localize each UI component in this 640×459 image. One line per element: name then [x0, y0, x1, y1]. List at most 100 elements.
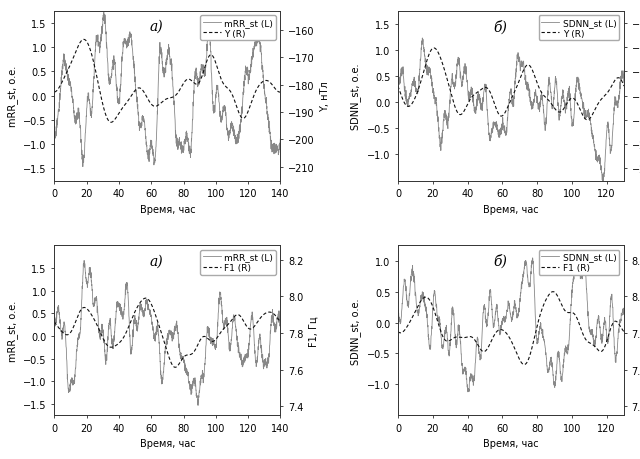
F1 (R): [106, 344, 113, 350]
SDNN_st (L): [399, 67, 406, 73]
Y (R): [108, 120, 115, 126]
Y (R): [399, 97, 406, 103]
SDNN_st (L): [399, 298, 406, 303]
SDNN_st (L): [620, 308, 628, 313]
F1 (R): [620, 329, 628, 335]
Y-axis label: F1, Гц: F1, Гц: [309, 315, 319, 346]
mRR_st (L): [194, 403, 202, 408]
Y (R): [534, 84, 542, 89]
F1 (R): [534, 320, 542, 325]
Y-axis label: Y, нТл: Y, нТл: [320, 81, 330, 112]
SDNN_st (L): [534, 337, 542, 343]
SDNN_st (L): [534, 107, 542, 112]
SDNN_st (L): [596, 158, 604, 164]
Legend: mRR_st (L), F1 (R): mRR_st (L), F1 (R): [200, 250, 276, 275]
Text: б): б): [493, 254, 507, 269]
Text: б): б): [493, 20, 507, 34]
Text: а): а): [149, 254, 163, 268]
F1 (R): [396, 330, 404, 336]
Legend: SDNN_st (L), Y (R): SDNN_st (L), Y (R): [539, 16, 620, 41]
Y (R): [234, 109, 242, 114]
Y (R): [51, 90, 58, 95]
mRR_st (L): [273, 315, 281, 321]
Y (R): [170, 95, 177, 101]
X-axis label: Время, час: Время, час: [483, 204, 539, 214]
Y-axis label: SDNN_st, о.е.: SDNN_st, о.е.: [350, 63, 361, 129]
Y-axis label: SDNN_st, о.е.: SDNN_st, о.е.: [350, 297, 361, 364]
mRR_st (L): [234, 140, 242, 146]
X-axis label: Время, час: Время, час: [483, 438, 539, 448]
SDNN_st (L): [523, 80, 531, 85]
mRR_st (L): [170, 336, 177, 341]
mRR_st (L): [80, 258, 88, 263]
mRR_st (L): [129, 48, 136, 54]
Y (R): [276, 90, 284, 95]
mRR_st (L): [100, 11, 108, 16]
Line: mRR_st (L): mRR_st (L): [54, 13, 280, 167]
Line: SDNN_st (L): SDNN_st (L): [398, 39, 624, 184]
SDNN_st (L): [396, 78, 404, 84]
Y (R): [394, 84, 402, 90]
mRR_st (L): [155, 336, 163, 342]
F1 (R): [276, 319, 284, 325]
Line: Y (R): Y (R): [398, 49, 624, 121]
F1 (R): [129, 315, 136, 321]
SDNN_st (L): [495, 132, 503, 138]
Legend: mRR_st (L), Y (R): mRR_st (L), Y (R): [200, 16, 276, 41]
mRR_st (L): [276, 136, 284, 141]
SDNN_st (L): [464, 389, 472, 395]
Y (R): [129, 92, 136, 97]
mRR_st (L): [273, 146, 281, 151]
F1 (R): [520, 362, 528, 368]
mRR_st (L): [170, 94, 177, 99]
mRR_st (L): [51, 140, 58, 145]
SDNN_st (L): [523, 262, 531, 268]
SDNN_st (L): [419, 36, 426, 42]
F1 (R): [170, 364, 177, 369]
SDNN_st (L): [495, 327, 503, 333]
mRR_st (L): [79, 164, 86, 170]
F1 (R): [495, 327, 503, 333]
Y-axis label: mRR_st, о.е.: mRR_st, о.е.: [7, 66, 18, 127]
SDNN_st (L): [394, 73, 402, 79]
F1 (R): [394, 329, 402, 335]
F1 (R): [172, 365, 179, 370]
Y (R): [596, 98, 604, 104]
Line: F1 (R): F1 (R): [54, 298, 280, 368]
SDNN_st (L): [600, 181, 607, 187]
F1 (R): [549, 289, 557, 295]
F1 (R): [51, 319, 58, 325]
mRR_st (L): [106, 322, 113, 328]
Line: SDNN_st (L): SDNN_st (L): [398, 258, 624, 392]
Y (R): [430, 46, 438, 51]
SDNN_st (L): [529, 256, 536, 261]
Y (R): [620, 84, 628, 90]
F1 (R): [273, 315, 281, 321]
mRR_st (L): [129, 341, 136, 346]
Y (R): [80, 38, 88, 43]
X-axis label: Время, час: Время, час: [140, 204, 195, 214]
Y (R): [106, 119, 113, 125]
mRR_st (L): [106, 80, 113, 85]
F1 (R): [523, 360, 531, 366]
mRR_st (L): [276, 323, 284, 329]
mRR_st (L): [234, 342, 242, 347]
SDNN_st (L): [396, 319, 404, 325]
Y (R): [523, 63, 531, 69]
SDNN_st (L): [394, 308, 402, 313]
Legend: SDNN_st (L), F1 (R): SDNN_st (L), F1 (R): [539, 250, 620, 275]
mRR_st (L): [156, 55, 163, 60]
Line: F1 (R): F1 (R): [398, 292, 624, 365]
SDNN_st (L): [620, 81, 628, 86]
Y (R): [396, 89, 404, 95]
Y (R): [584, 118, 591, 123]
Y (R): [273, 89, 281, 95]
F1 (R): [234, 312, 242, 318]
mRR_st (L): [51, 328, 58, 333]
Text: а): а): [149, 20, 163, 34]
X-axis label: Время, час: Время, час: [140, 438, 195, 448]
Line: Y (R): Y (R): [54, 40, 280, 123]
F1 (R): [399, 330, 406, 335]
F1 (R): [142, 296, 150, 301]
Y (R): [495, 112, 503, 118]
